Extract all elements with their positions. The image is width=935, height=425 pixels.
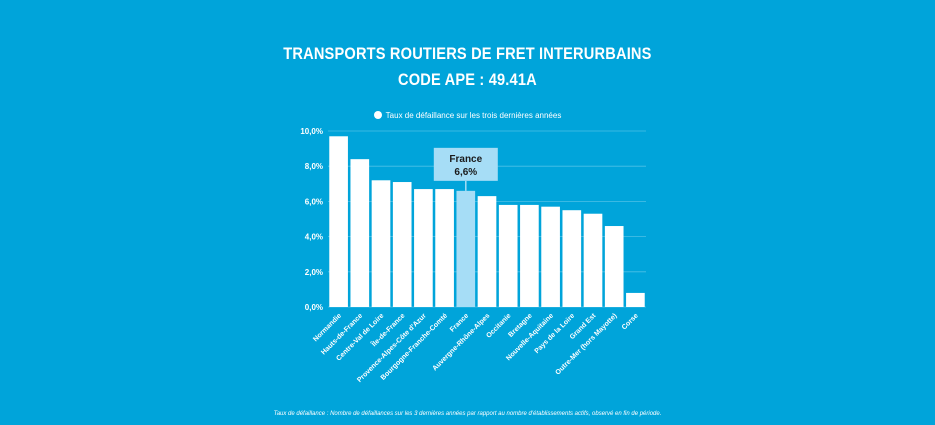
bar <box>604 226 624 307</box>
bar <box>329 136 348 307</box>
y-tick-label: 6,0% <box>305 197 323 206</box>
y-tick-label: 8,0% <box>305 162 323 171</box>
bar <box>626 292 645 307</box>
callout-box <box>433 147 498 181</box>
legend-label: Taux de défaillance sur les trois derniè… <box>385 111 562 120</box>
chart-legend: Taux de défaillance sur les trois derniè… <box>0 111 935 120</box>
y-tick-label: 0,0% <box>305 303 323 312</box>
bar <box>371 180 391 307</box>
bar <box>414 189 433 307</box>
bar <box>477 196 497 307</box>
bar <box>541 206 560 307</box>
bar <box>392 182 412 307</box>
bar <box>498 204 518 307</box>
y-tick-label: 2,0% <box>305 268 323 277</box>
bar <box>520 204 539 307</box>
bar <box>350 159 370 307</box>
bar <box>562 210 582 307</box>
legend-marker <box>373 111 382 119</box>
y-tick-label: 4,0% <box>305 233 323 242</box>
bar <box>583 213 603 307</box>
footnote: Taux de défaillance : Nombre de défailla… <box>273 411 662 417</box>
callout-label: France <box>449 154 482 165</box>
chart-title-line1: TRANSPORTS ROUTIERS DE FRET INTERURBAINS <box>283 44 652 63</box>
y-tick-label: 10,0% <box>300 127 323 136</box>
bar <box>435 189 454 307</box>
chart-title-line2: CODE APE : 49.41A <box>397 70 537 89</box>
x-tick-label: Corse <box>621 312 640 331</box>
bar-highlight <box>456 190 476 307</box>
callout-value: 6,6% <box>454 167 477 178</box>
